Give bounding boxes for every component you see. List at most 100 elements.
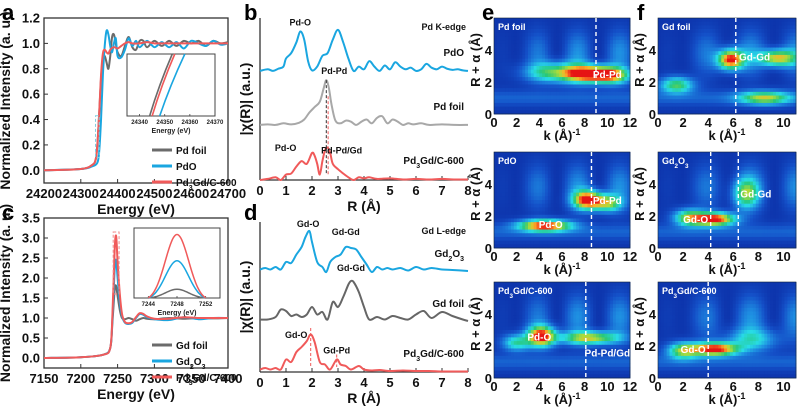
wt-x-axis-label: k (Å)-1 xyxy=(544,127,581,143)
wt-cell xyxy=(545,360,548,364)
wt-cell xyxy=(741,40,744,44)
wt-cell xyxy=(610,226,613,230)
wt-cell xyxy=(678,77,681,81)
wt-cell xyxy=(613,360,616,364)
wt-cell xyxy=(511,334,514,338)
wt-cell xyxy=(528,319,531,323)
wt-cell xyxy=(599,107,602,111)
wt-cell xyxy=(658,18,661,22)
wt-cell xyxy=(494,189,497,193)
wt-cell xyxy=(681,107,684,111)
wt-cell xyxy=(596,282,599,286)
wt-cell xyxy=(693,59,696,63)
wt-cell xyxy=(497,182,500,186)
wt-cell xyxy=(573,289,576,293)
wt-cell xyxy=(624,103,627,107)
wt-cell xyxy=(753,84,756,88)
wt-cell xyxy=(562,92,565,96)
wt-cell xyxy=(539,352,542,356)
wt-cell xyxy=(593,237,596,241)
wt-cell xyxy=(531,103,534,107)
wt-cell xyxy=(701,92,704,96)
wt-cell xyxy=(701,66,704,70)
wt-cell xyxy=(520,99,523,103)
wt-cell xyxy=(551,297,554,301)
wt-cell xyxy=(554,204,557,208)
wt-cell xyxy=(573,319,576,323)
wt-cell xyxy=(579,337,582,341)
wt-cell xyxy=(622,237,625,241)
wt-cell xyxy=(542,62,545,66)
wt-cell xyxy=(704,92,707,96)
wt-cell xyxy=(753,96,756,100)
wt-cell xyxy=(664,40,667,44)
wt-cell xyxy=(576,40,579,44)
wt-cell xyxy=(616,99,619,103)
wt-cell xyxy=(531,182,534,186)
wt-cell xyxy=(559,48,562,52)
wt-cell xyxy=(551,367,554,371)
wt-cell xyxy=(556,99,559,103)
wt-cell xyxy=(716,48,719,52)
wt-cell xyxy=(545,36,548,40)
wt-cell xyxy=(605,308,608,312)
wt-cell xyxy=(599,96,602,100)
wt-cell xyxy=(568,99,571,103)
wt-cell xyxy=(528,326,531,330)
wt-cell xyxy=(551,62,554,66)
wt-cell xyxy=(531,230,534,234)
wt-cell xyxy=(599,81,602,85)
wt-cell xyxy=(756,103,759,107)
wt-cell xyxy=(678,36,681,40)
wt-cell xyxy=(576,174,579,178)
wt-cell xyxy=(588,189,591,193)
wt-cell xyxy=(571,222,574,226)
wt-cell xyxy=(613,163,616,167)
wt-cell xyxy=(693,18,696,22)
wt-cell xyxy=(531,33,534,37)
wt-cell xyxy=(522,55,525,59)
wt-cell xyxy=(624,241,627,245)
wt-cell xyxy=(661,99,664,103)
wt-cell xyxy=(494,300,497,304)
wt-cell xyxy=(573,300,576,304)
wt-cell xyxy=(522,107,525,111)
wt-cell xyxy=(721,55,724,59)
wt-cell xyxy=(494,96,497,100)
wt-cell xyxy=(624,25,627,29)
wt-cell xyxy=(619,360,622,364)
wt-cell xyxy=(528,167,531,171)
wt-cell xyxy=(762,22,765,26)
wt-cell xyxy=(520,367,523,371)
wt-cell xyxy=(497,107,500,111)
wt-cell xyxy=(551,348,554,352)
wt-cell xyxy=(508,226,511,230)
wt-cell xyxy=(701,62,704,66)
wt-cell xyxy=(695,81,698,85)
wt-cell xyxy=(610,185,613,189)
wt-cell xyxy=(565,286,568,290)
wt-cell xyxy=(573,204,576,208)
wt-cell xyxy=(525,367,528,371)
wt-cell xyxy=(576,334,579,338)
wt-cell xyxy=(571,152,574,156)
wt-cell xyxy=(610,211,613,215)
wt-cell xyxy=(730,33,733,37)
wt-cell xyxy=(556,200,559,204)
wt-cell xyxy=(616,185,619,189)
wt-cell xyxy=(622,204,625,208)
wt-cell xyxy=(579,96,582,100)
wt-cell xyxy=(520,33,523,37)
wt-cell xyxy=(520,178,523,182)
wt-cell xyxy=(554,182,557,186)
wt-cell xyxy=(622,44,625,48)
wt-cell xyxy=(607,163,610,167)
wt-cell xyxy=(588,44,591,48)
wt-cell xyxy=(517,156,520,160)
wt-cell xyxy=(568,215,571,219)
wt-cell xyxy=(542,185,545,189)
wt-cell xyxy=(739,92,742,96)
wt-cell xyxy=(579,167,582,171)
wt-cell xyxy=(741,33,744,37)
